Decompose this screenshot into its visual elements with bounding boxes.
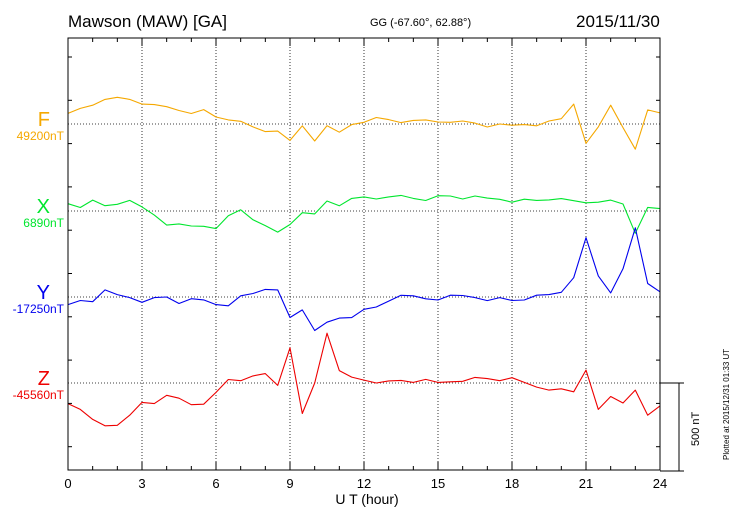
x-axis-label: U T (hour) xyxy=(335,491,398,507)
plotted-timestamp: Plotted at 2015/12/31 01:33 UT xyxy=(722,348,730,460)
x-tick-label: 0 xyxy=(64,476,71,491)
series-x-line xyxy=(67,194,661,234)
x-tick-label: 21 xyxy=(579,476,593,491)
x-tick-label: 24 xyxy=(653,476,667,491)
scale-bar-label: 500 nT xyxy=(690,411,702,446)
series-z-line xyxy=(67,332,661,427)
channel-z-label: Z xyxy=(37,368,50,390)
x-tick-label: 15 xyxy=(431,476,445,491)
grid-lines xyxy=(141,38,587,470)
series-lines xyxy=(67,96,661,427)
channel-z-baseline: -45560nT xyxy=(12,388,64,402)
channel-x-baseline: 6890nT xyxy=(23,216,64,230)
channel-x-label: X xyxy=(36,196,50,218)
channel-y-label: Y xyxy=(36,282,50,304)
channel-f-baseline: 49200nT xyxy=(16,129,64,143)
channel-f-label: F xyxy=(37,109,50,131)
x-tick-label: 3 xyxy=(138,476,145,491)
station-title: Mawson (MAW) [GA] xyxy=(68,12,227,31)
series-f-line xyxy=(67,96,661,150)
series-y-line xyxy=(67,227,661,332)
axis-ticks: 0 3 6 9 12 15 18 21 24 xyxy=(64,38,667,491)
date-label: 2015/11/30 xyxy=(576,12,660,31)
x-tick-label: 12 xyxy=(357,476,371,491)
channel-y-baseline: -17250nT xyxy=(12,302,64,316)
x-tick-label: 9 xyxy=(286,476,293,491)
x-tick-label: 6 xyxy=(212,476,219,491)
geographic-coordinates: GG (-67.60°, 62.88°) xyxy=(370,17,472,29)
scale-bar xyxy=(660,382,684,472)
x-tick-label: 18 xyxy=(505,476,519,491)
